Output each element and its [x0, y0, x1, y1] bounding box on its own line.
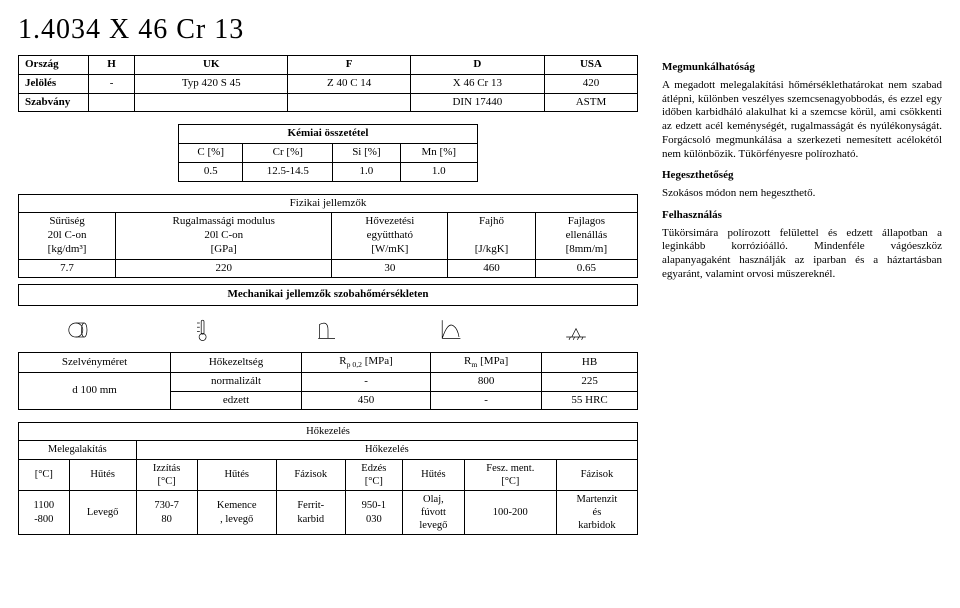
cell: X 46 Cr 13: [410, 74, 544, 93]
yield-curve-icon: [314, 316, 342, 344]
left-column: Ország H UK F D USA Jelölés - Typ 420 S …: [18, 55, 638, 535]
cell: Martenzitéskarbidok: [556, 490, 637, 534]
cell: 220: [116, 259, 332, 278]
property-icons-row: [18, 312, 638, 348]
cell: Melegalakítás: [19, 441, 137, 459]
cell: DIN 17440: [410, 93, 544, 112]
heat-treatment-table: Hőkezelés Melegalakítás Hőkezelés [°C] H…: [18, 422, 638, 535]
cell: Rm [MPa]: [431, 353, 542, 373]
cell: 1.0: [400, 162, 477, 181]
cell: 55 HRC: [542, 391, 638, 410]
cell: D: [410, 56, 544, 75]
cell: 950-1030: [345, 490, 402, 534]
page-title: 1.4034 X 46 Cr 13: [18, 12, 942, 47]
cell: Hűtés: [69, 459, 136, 490]
heading-usage: Felhasználás: [662, 209, 942, 223]
cell: Hűtés: [197, 459, 276, 490]
cell: -: [431, 391, 542, 410]
cell: Szabvány: [19, 93, 89, 112]
cell: Hűtés: [403, 459, 465, 490]
cell: Rugalmassági modulus20l C-on[GPa]: [116, 213, 332, 259]
cell: 12.5-14.5: [243, 162, 333, 181]
cell: Mn [%]: [400, 144, 477, 163]
para-usage: Tükörsimára polírozott felülettel és edz…: [662, 227, 942, 282]
cell: Edzés[°C]: [345, 459, 402, 490]
cell: 1100-800: [19, 490, 70, 534]
cell: Fajlagosellenállás[8mm/m]: [535, 213, 637, 259]
cell: UK: [135, 56, 288, 75]
cell: 460: [448, 259, 535, 278]
physical-table: Fizikai jellemzők Sűrűség20l C-on[kg/dm³…: [18, 194, 638, 279]
cell: 0.5: [179, 162, 243, 181]
cell: edzett: [171, 391, 302, 410]
cell: ASTM: [544, 93, 637, 112]
cell: Izzítás[°C]: [136, 459, 197, 490]
cell: Rp 0,2 [MPa]: [301, 353, 430, 373]
cell: [89, 93, 135, 112]
cell: Z 40 C 14: [288, 74, 410, 93]
cell: 7.7: [19, 259, 116, 278]
cell: d 100 mm: [19, 372, 171, 410]
cell: -: [89, 74, 135, 93]
cell: Ország: [19, 56, 89, 75]
cell: -: [301, 372, 430, 391]
cell: Hővezetésiegyüttható[W/mK]: [332, 213, 448, 259]
cell: Szelvényméret: [19, 353, 171, 373]
cell: 225: [542, 372, 638, 391]
tensile-curve-icon: [438, 316, 466, 344]
cell: USA: [544, 56, 637, 75]
cell: Levegő: [69, 490, 136, 534]
thermometer-icon: [190, 316, 218, 344]
mechanical-table: Szelvényméret Hőkezeltség Rp 0,2 [MPa] R…: [18, 352, 638, 410]
section-icon: [66, 316, 94, 344]
chemical-table: Kémiai összetétel C [%] Cr [%] Si [%] Mn…: [178, 124, 478, 181]
hardness-icon: [562, 316, 590, 344]
cell: [135, 93, 288, 112]
cell: Ferrit-karbid: [276, 490, 345, 534]
cell: Fesz. ment.[°C]: [464, 459, 556, 490]
cell: F: [288, 56, 410, 75]
country-table: Ország H UK F D USA Jelölés - Typ 420 S …: [18, 55, 638, 112]
chem-title: Kémiai összetétel: [179, 125, 478, 144]
mech-title: Mechanikai jellemzők szobahőmérsékleten: [18, 284, 638, 306]
cell: H: [89, 56, 135, 75]
cell: 0.65: [535, 259, 637, 278]
cell: 100-200: [464, 490, 556, 534]
cell: Fajhő[J/kgK]: [448, 213, 535, 259]
cell: normalizált: [171, 372, 302, 391]
cell: 450: [301, 391, 430, 410]
cell: Fázisok: [556, 459, 637, 490]
cell: HB: [542, 353, 638, 373]
cell: Fázisok: [276, 459, 345, 490]
cell: Typ 420 S 45: [135, 74, 288, 93]
cell: 1.0: [333, 162, 400, 181]
cell: Olaj,fúvottlevegő: [403, 490, 465, 534]
cell: Si [%]: [333, 144, 400, 163]
para-weldability: Szokásos módon nem hegeszthető.: [662, 187, 942, 201]
phys-title: Fizikai jellemzők: [19, 194, 638, 213]
cell: 420: [544, 74, 637, 93]
cell: Kemence, levegő: [197, 490, 276, 534]
right-column: Megmunkálhatóság A megadott melegalakítá…: [662, 55, 942, 535]
heading-weldability: Hegeszthetőség: [662, 169, 942, 183]
cell: Jelölés: [19, 74, 89, 93]
cell: Sűrűség20l C-on[kg/dm³]: [19, 213, 116, 259]
heading-machinability: Megmunkálhatóság: [662, 61, 942, 75]
heat-title: Hőkezelés: [19, 423, 638, 441]
cell: [288, 93, 410, 112]
cell: Hőkezeltség: [171, 353, 302, 373]
para-machinability: A megadott melegalakítási hőmérséklethat…: [662, 79, 942, 162]
cell: 30: [332, 259, 448, 278]
cell: 730-780: [136, 490, 197, 534]
cell: [°C]: [19, 459, 70, 490]
cell: 800: [431, 372, 542, 391]
cell: Cr [%]: [243, 144, 333, 163]
cell: Hőkezelés: [136, 441, 637, 459]
cell: C [%]: [179, 144, 243, 163]
